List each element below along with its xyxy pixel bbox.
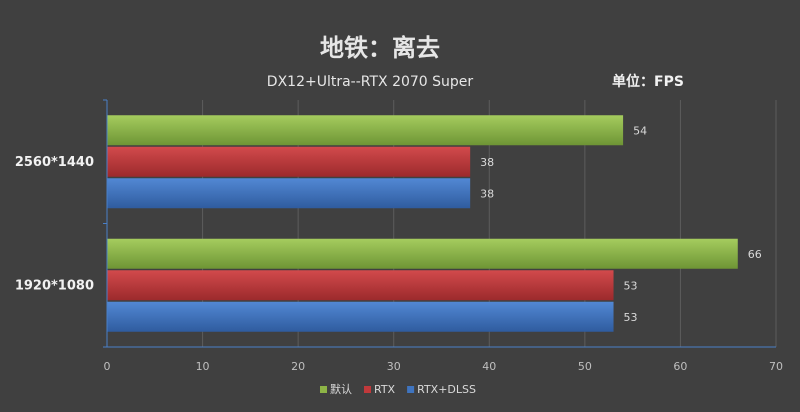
data-label: 66	[748, 248, 762, 261]
legend-swatch-0	[320, 386, 327, 393]
data-label: 38	[480, 156, 494, 169]
x-tick-label: 60	[673, 360, 687, 373]
bar-RTX+DLSS-2560*1440	[107, 178, 471, 209]
x-tick-label: 10	[196, 360, 210, 373]
category-label: 2560*1440	[15, 155, 94, 170]
chart-title: 地铁：离去	[320, 34, 440, 62]
bar-RTX+DLSS-1920*1080	[107, 301, 614, 332]
data-labels: 54 38 38 66 53 53	[480, 124, 762, 324]
legend-label: RTX+DLSS	[417, 383, 476, 396]
legend: 默认 RTX RTX+DLSS	[320, 383, 476, 396]
chart-subtitle: DX12+Ultra--RTX 2070 Super	[267, 74, 474, 90]
data-label: 38	[480, 187, 494, 200]
bar-默认-2560*1440	[107, 115, 624, 146]
data-label: 53	[624, 279, 638, 292]
category-labels: 2560*1440 1920*1080	[15, 155, 94, 294]
x-tick-labels: 0 10 20 30 40 50 60 70	[104, 360, 784, 373]
x-tick-label: 50	[578, 360, 592, 373]
category-label: 1920*1080	[15, 278, 94, 293]
bar-RTX-1920*1080	[107, 270, 614, 301]
x-tick-label: 30	[387, 360, 401, 373]
legend-label: 默认	[330, 383, 352, 396]
legend-label: RTX	[374, 383, 396, 396]
bar-默认-1920*1080	[107, 238, 738, 269]
axes	[103, 99, 776, 348]
bars	[107, 115, 738, 332]
bar-RTX-2560*1440	[107, 146, 471, 177]
x-tick-label: 70	[769, 360, 783, 373]
x-tick-label: 0	[104, 360, 111, 373]
legend-swatch-1	[364, 386, 371, 393]
legend-swatch-2	[407, 386, 415, 393]
data-label: 54	[633, 124, 647, 137]
x-tick-label: 20	[291, 360, 305, 373]
x-tick-label: 40	[482, 360, 496, 373]
unit-label: 单位：FPS	[612, 73, 684, 90]
data-label: 53	[624, 311, 638, 324]
